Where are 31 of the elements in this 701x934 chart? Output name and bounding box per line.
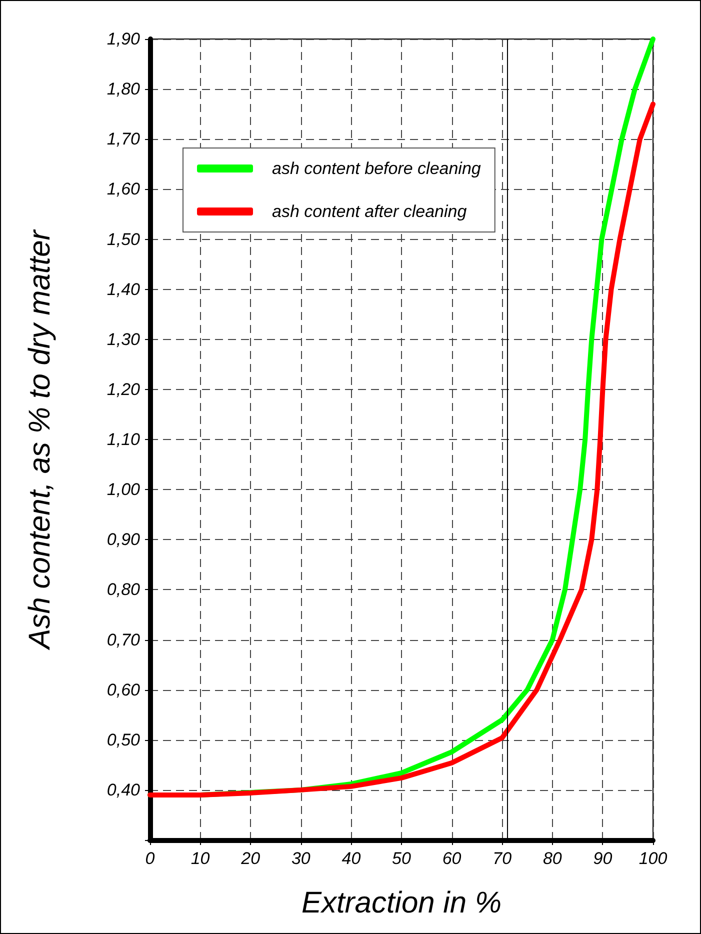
y-tick-label: 0,70 <box>106 630 141 650</box>
y-tick-label: 1,90 <box>106 30 141 48</box>
x-tick-label: 40 <box>342 849 362 868</box>
y-tick-label: 0,50 <box>106 730 141 750</box>
y-tick-label: 1,40 <box>106 280 141 299</box>
x-tick-label: 0 <box>145 849 156 868</box>
y-tick-label: 0,60 <box>106 680 141 700</box>
x-tick-label: 80 <box>542 849 562 868</box>
x-tick-label: 10 <box>190 849 210 868</box>
y-tick-label: 1,10 <box>106 430 141 449</box>
legend-label: ash content before cleaning <box>272 159 482 178</box>
y-tick-label: 1,50 <box>106 230 141 249</box>
x-tick-label: 70 <box>492 849 512 868</box>
y-tick-label: 1,20 <box>106 380 141 399</box>
legend-label: ash content after cleaning <box>272 202 468 221</box>
x-tick-label: 20 <box>240 849 261 868</box>
y-tick-label: 1,60 <box>106 180 141 199</box>
y-tick-label: 1,00 <box>106 480 141 500</box>
y-tick-label: 0,80 <box>106 580 141 600</box>
y-axis-title: Ash content, as % to dry matter <box>24 229 56 651</box>
y-tick-label: 1,30 <box>106 330 141 349</box>
x-tick-label: 30 <box>291 849 311 868</box>
y-tick-label: 1,80 <box>106 80 141 99</box>
x-tick-label: 90 <box>593 849 613 868</box>
y-tick-label: 0,40 <box>106 780 141 800</box>
x-axis-title: Extraction in % <box>301 886 502 920</box>
x-tick-label: 100 <box>638 849 668 868</box>
x-tick-label: 60 <box>442 849 462 868</box>
y-tick-label: 0,90 <box>106 530 141 550</box>
y-tick-label: 1,70 <box>106 130 141 149</box>
x-tick-label: 50 <box>392 849 412 868</box>
